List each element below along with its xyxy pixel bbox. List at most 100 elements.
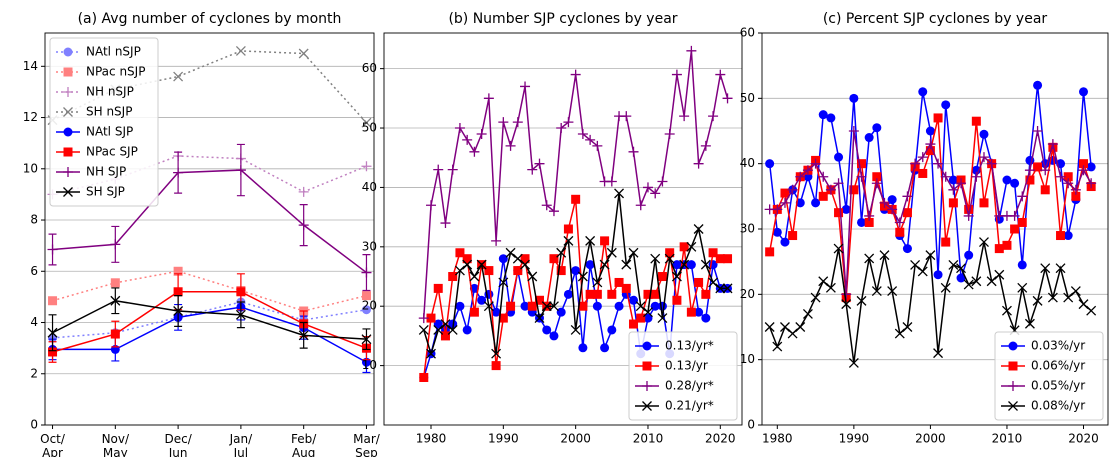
data-point [1079, 87, 1089, 97]
data-point [910, 158, 921, 169]
data-point [47, 244, 58, 255]
data-point [933, 270, 943, 280]
legend-marker [642, 361, 652, 371]
data-point [963, 279, 974, 290]
data-point [818, 171, 829, 182]
data-point [426, 200, 437, 211]
legend-label: 0.13/yr [665, 359, 708, 373]
data-point [671, 69, 682, 80]
data-point [512, 253, 523, 264]
data-point [110, 278, 120, 288]
data-point [765, 247, 775, 257]
data-point [48, 296, 58, 306]
data-point [462, 254, 472, 264]
data-point [1009, 210, 1020, 221]
data-point [433, 164, 444, 175]
data-point [527, 301, 537, 311]
y-tick-label: 10 [740, 352, 755, 366]
data-point [679, 259, 690, 270]
data-point [788, 231, 798, 241]
legend-label: 0.03%/yr [1031, 339, 1085, 353]
data-point [657, 301, 667, 311]
data-point [298, 330, 309, 341]
data-point [722, 93, 733, 104]
data-point [918, 87, 928, 97]
data-point [795, 171, 806, 182]
data-point [484, 266, 494, 276]
data-point [887, 204, 898, 215]
y-tick-label: 8 [30, 213, 38, 227]
legend-marker [1008, 341, 1018, 351]
data-point [614, 277, 624, 287]
data-point [600, 236, 610, 246]
data-point [173, 306, 184, 316]
data-point [1047, 139, 1058, 150]
legend-marker [63, 107, 73, 117]
data-point [672, 260, 682, 270]
data-point [447, 164, 458, 175]
y-tick-label: 30 [362, 239, 377, 253]
series-line [52, 299, 367, 340]
legend-label: NPac nSJP [86, 65, 145, 79]
data-point [841, 299, 852, 310]
x-tick-label: 1980 [762, 432, 793, 446]
data-point [570, 325, 581, 335]
legend-label: 0.06%/yr [1031, 359, 1085, 373]
data-point [810, 292, 821, 303]
data-point [917, 152, 928, 163]
data-point [864, 217, 874, 227]
legend-label: 0.08%/yr [1031, 399, 1085, 413]
data-point [834, 208, 844, 218]
series-line [52, 270, 367, 312]
y-tick-label: 14 [23, 59, 38, 73]
data-point [636, 313, 646, 323]
data-point [722, 283, 733, 294]
data-point [694, 277, 704, 287]
data-point [971, 276, 982, 287]
data-point [454, 123, 465, 134]
data-point [563, 289, 573, 299]
data-point [549, 254, 559, 264]
data-point [1063, 178, 1074, 189]
data-point [948, 259, 959, 270]
data-point [849, 93, 859, 103]
data-point [686, 45, 697, 56]
data-point [498, 117, 509, 128]
legend-label: NH nSJP [86, 85, 134, 99]
x-tick-label: Oct/Apr [40, 432, 66, 457]
series-line [52, 155, 367, 196]
data-point [894, 217, 905, 228]
x-tick-label: 2010 [992, 432, 1023, 446]
data-point [686, 307, 696, 317]
data-point [857, 159, 867, 169]
legend-marker [63, 67, 73, 77]
data-point [715, 69, 726, 80]
data-point [491, 235, 502, 246]
data-point [1002, 240, 1012, 250]
legend-label: 0.21/yr* [665, 399, 714, 413]
data-point [483, 93, 494, 104]
data-point [571, 266, 581, 276]
data-point [925, 250, 936, 261]
data-point [918, 168, 928, 178]
y-tick-label: 20 [740, 287, 755, 301]
data-point [1010, 178, 1020, 188]
data-point [833, 178, 844, 189]
legend-marker [1008, 361, 1018, 371]
legend-box [49, 37, 159, 207]
legend-label: 0.28/yr* [665, 379, 714, 393]
data-point [664, 253, 675, 264]
data-point [940, 171, 951, 182]
data-point [825, 184, 836, 195]
data-point [477, 295, 487, 305]
data-point [795, 198, 805, 208]
data-point [848, 357, 859, 368]
data-point [520, 301, 530, 311]
legend-label: NAtl SJP [86, 125, 133, 139]
y-tick-label: 0 [30, 418, 38, 432]
data-point [621, 259, 632, 270]
legend: 0.13/yr* 0.13/yr 0.28/yr* 0.21/yr* [628, 331, 738, 421]
data-point [455, 301, 465, 311]
data-point [628, 146, 639, 157]
legend: 0.03%/yr 0.06%/yr 0.05%/yr 0.08%/yr [994, 331, 1104, 421]
